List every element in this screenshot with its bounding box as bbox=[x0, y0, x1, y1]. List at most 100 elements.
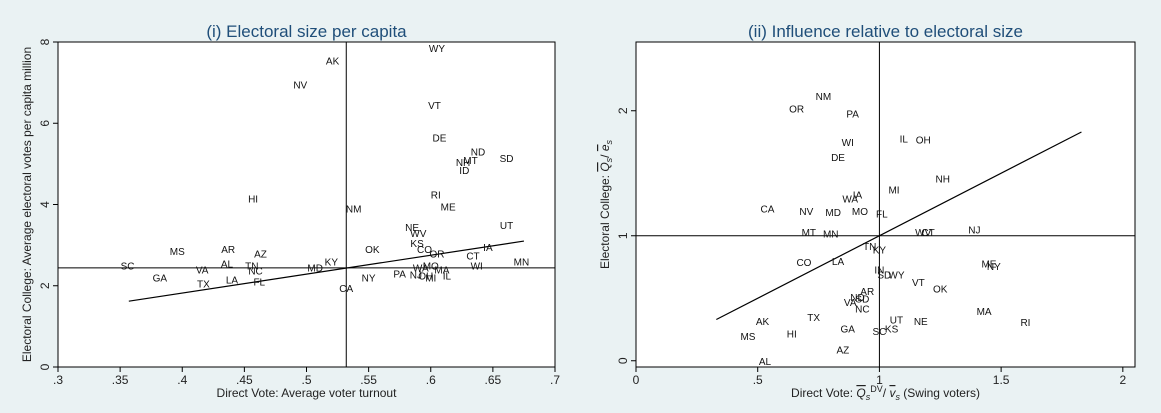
y-tick-label: 2 bbox=[38, 282, 52, 289]
data-point: CO bbox=[796, 258, 811, 269]
data-point: VT bbox=[428, 101, 441, 112]
x-tick-label: .5 bbox=[753, 373, 763, 387]
data-point: WV bbox=[410, 229, 426, 240]
data-point: OH bbox=[418, 272, 433, 283]
x-tick-label: .7 bbox=[550, 373, 560, 387]
data-point: TN bbox=[863, 242, 876, 253]
data-point: MI bbox=[425, 274, 436, 285]
data-point: ND bbox=[850, 293, 864, 304]
chart-title: (ii) Influence relative to electoral siz… bbox=[748, 22, 1023, 41]
x-tick-label: 0 bbox=[633, 373, 640, 387]
data-point: LA bbox=[226, 276, 239, 287]
data-point: IL bbox=[443, 272, 452, 283]
y-tick-label: 6 bbox=[38, 120, 52, 127]
x-tick-label: .6 bbox=[426, 373, 436, 387]
x-tick-label: .5 bbox=[301, 373, 311, 387]
data-point: OR bbox=[429, 249, 444, 260]
data-point: WI bbox=[471, 261, 483, 272]
data-point: MD bbox=[825, 208, 841, 219]
data-point: RI bbox=[431, 190, 441, 201]
data-point: NJ bbox=[968, 226, 980, 237]
data-point: CT bbox=[921, 228, 934, 239]
data-point: MD bbox=[307, 263, 323, 274]
data-point: MT bbox=[463, 156, 477, 167]
data-point: DE bbox=[831, 153, 845, 164]
data-point: NY bbox=[987, 262, 1001, 273]
data-point: RI bbox=[1020, 318, 1030, 329]
data-point: KY bbox=[325, 257, 339, 268]
data-point: IL bbox=[900, 134, 909, 145]
data-point: KY bbox=[873, 246, 887, 257]
data-point: ND bbox=[471, 148, 485, 159]
data-point: VA bbox=[196, 266, 209, 277]
data-point: IA bbox=[853, 191, 863, 202]
data-point: IN bbox=[874, 266, 884, 277]
data-point: MS bbox=[170, 247, 185, 258]
data-point: VA bbox=[844, 298, 857, 309]
x-tick-label: .45 bbox=[236, 373, 253, 387]
data-point: NM bbox=[816, 92, 832, 103]
data-point: CO bbox=[417, 245, 432, 256]
data-point: NV bbox=[799, 207, 813, 218]
data-point: OK bbox=[933, 284, 948, 295]
data-point: WA bbox=[842, 194, 858, 205]
x-tick-label: .35 bbox=[112, 373, 129, 387]
data-point: SC bbox=[872, 327, 886, 338]
data-point: TX bbox=[197, 280, 210, 291]
y-axis-label: Electoral College: Qs/ es bbox=[598, 139, 614, 269]
data-point: TX bbox=[807, 313, 820, 324]
data-point: CA bbox=[339, 284, 353, 295]
data-point: MA bbox=[434, 266, 449, 277]
data-point: WV bbox=[915, 228, 931, 239]
data-point: AR bbox=[221, 245, 235, 256]
x-axis-label: Direct Vote: QsDV/ vs (Swing voters) bbox=[791, 384, 980, 402]
data-point: NV bbox=[293, 81, 307, 92]
data-point: FL bbox=[876, 209, 888, 220]
data-point: LA bbox=[832, 257, 845, 268]
data-point: MA bbox=[977, 307, 992, 318]
data-point: MN bbox=[823, 229, 839, 240]
data-point: NY bbox=[362, 274, 376, 285]
data-point: OK bbox=[365, 245, 380, 256]
x-axis-label: Direct Vote: Average voter turnout bbox=[217, 386, 398, 400]
data-point: MO bbox=[423, 261, 439, 272]
fit-line bbox=[128, 240, 525, 302]
data-point: AL bbox=[221, 259, 234, 270]
y-tick-label: 4 bbox=[38, 201, 52, 208]
data-point: NC bbox=[855, 304, 869, 315]
data-point: NH bbox=[935, 174, 949, 185]
data-point: SD bbox=[500, 154, 514, 165]
data-point: MN bbox=[514, 257, 530, 268]
data-point: NH bbox=[456, 158, 470, 169]
x-tick-label: .65 bbox=[485, 373, 502, 387]
data-point: MT bbox=[802, 228, 816, 239]
y-tick-label: 8 bbox=[38, 38, 52, 45]
data-point: NC bbox=[248, 266, 262, 277]
data-point: HI bbox=[248, 194, 258, 205]
data-point: AZ bbox=[837, 346, 850, 357]
data-point: KS bbox=[410, 239, 424, 250]
data-point: GA bbox=[841, 324, 856, 335]
plot-area bbox=[635, 41, 1136, 368]
chart-influence-relative-to-electoral-size: (ii) Influence relative to electoral siz… bbox=[598, 22, 1136, 402]
x-tick-label: 1.5 bbox=[993, 373, 1010, 387]
x-tick-label: .3 bbox=[53, 373, 63, 387]
data-point: MI bbox=[888, 186, 899, 197]
x-tick-label: .55 bbox=[360, 373, 377, 387]
data-point: VT bbox=[912, 278, 925, 289]
plot-area bbox=[57, 41, 556, 368]
data-point: AZ bbox=[254, 249, 267, 260]
data-point: NJ bbox=[410, 270, 422, 281]
data-point: TN bbox=[245, 261, 258, 272]
data-point: SD bbox=[855, 294, 869, 305]
data-point: KS bbox=[885, 324, 899, 335]
y-tick-label: 0 bbox=[38, 363, 52, 370]
data-point: ME bbox=[981, 259, 996, 270]
data-point: AL bbox=[759, 357, 772, 368]
y-axis-label: Electoral College: Average electoral vot… bbox=[20, 47, 34, 362]
data-point: IA bbox=[483, 243, 493, 254]
data-point: NE bbox=[405, 223, 419, 234]
data-point: PA bbox=[393, 270, 406, 281]
x-tick-label: 1 bbox=[876, 373, 883, 387]
